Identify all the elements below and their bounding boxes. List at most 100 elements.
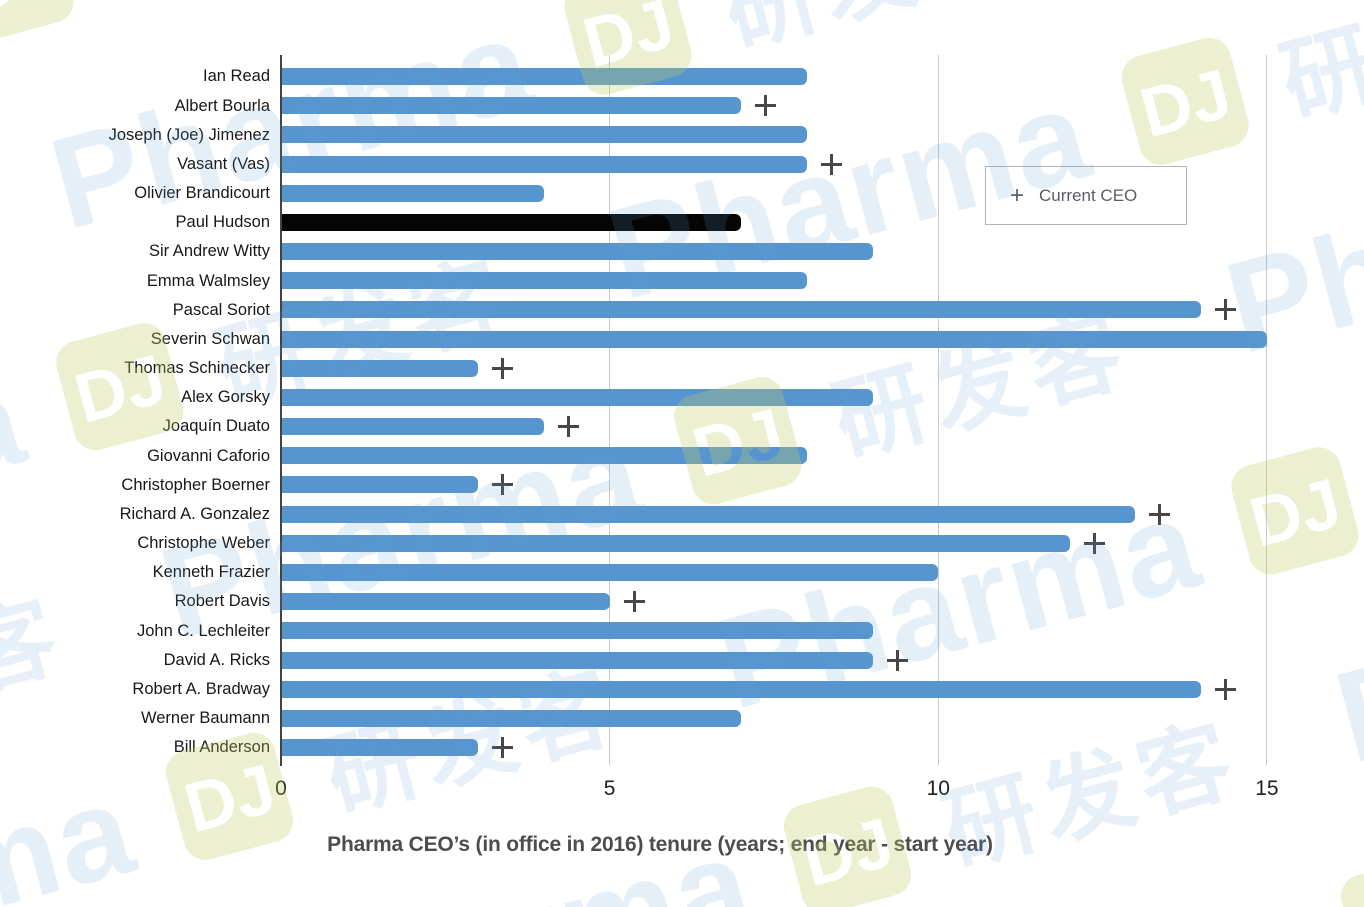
ceo-name-label: Giovanni Caforio — [147, 446, 270, 465]
ceo-name-label: Vasant (Vas) — [177, 154, 270, 173]
ceo-name-label: Alex Gorsky — [181, 388, 270, 407]
tenure-bar — [281, 243, 873, 261]
tenure-bar — [281, 330, 1267, 348]
bar-track — [281, 704, 1364, 733]
ceo-row: Pascal Soriot — [0, 295, 1364, 324]
tenure-bar — [281, 447, 807, 465]
ceo-row: Christophe Weber — [0, 529, 1364, 558]
y-axis-line — [280, 55, 282, 766]
x-tick-label-5: 5 — [603, 777, 616, 800]
bar-track — [281, 325, 1364, 354]
ceo-row: Thomas Schinecker — [0, 354, 1364, 383]
bar-track — [281, 616, 1364, 645]
bar-track — [281, 733, 1364, 762]
ceo-name-label: Kenneth Frazier — [152, 563, 270, 582]
ceo-name-label: Werner Baumann — [140, 709, 270, 728]
ceo-row: Paul Hudson — [0, 208, 1364, 237]
bar-rows: Ian Read Albert Bourla Joseph (Joe) Jimene… — [0, 62, 1364, 762]
legend-plus-icon: + — [1010, 181, 1025, 209]
current-ceo-marker — [492, 474, 514, 496]
watermark-brand-text: Pharma — [813, 877, 1324, 907]
bar-track — [281, 237, 1364, 266]
bar-track — [281, 120, 1364, 149]
tenure-bar — [281, 68, 807, 86]
tenure-bar — [281, 622, 873, 640]
tenure-bar — [281, 418, 544, 436]
x-axis-title: Pharma CEO’s (in office in 2016) tenure … — [327, 833, 993, 856]
ceo-name-label: Robert Davis — [174, 592, 270, 611]
ceo-row: Joaquín Duato — [0, 412, 1364, 441]
tenure-bar — [281, 388, 873, 406]
ceo-row: Robert A. Bradway — [0, 675, 1364, 704]
bar-track — [281, 441, 1364, 470]
tenure-bar-highlighted — [281, 213, 742, 231]
ceo-name-label: Olivier Brandicourt — [134, 184, 270, 203]
ceo-name-label: David A. Ricks — [163, 650, 270, 669]
bar-track — [281, 470, 1364, 499]
ceo-row: Christopher Boerner — [0, 470, 1364, 499]
ceo-name-label: Sir Andrew Witty — [148, 242, 270, 261]
current-ceo-marker — [820, 153, 842, 175]
bar-track — [281, 558, 1364, 587]
ceo-name-label: Christopher Boerner — [121, 475, 270, 494]
watermark-brand-text: Pharma — [0, 754, 149, 907]
current-ceo-marker — [755, 95, 777, 117]
bar-track — [281, 587, 1364, 616]
ceo-row: Alex Gorsky — [0, 383, 1364, 412]
bar-track — [281, 91, 1364, 120]
x-tick-label-15: 15 — [1255, 777, 1279, 800]
ceo-name-label: Ian Read — [203, 67, 270, 86]
bar-track — [281, 150, 1364, 179]
watermark-dj-logo-icon: DJ — [0, 0, 80, 50]
current-ceo-marker — [623, 591, 645, 613]
tenure-bar — [281, 272, 807, 290]
tenure-bar — [281, 97, 742, 115]
ceo-name-label: Pascal Soriot — [172, 300, 270, 319]
watermark-dj-logo-icon: DJ — [1336, 851, 1364, 907]
ceo-row: Olivier Brandicourt — [0, 179, 1364, 208]
current-ceo-marker — [492, 357, 514, 379]
ceo-row: Sir Andrew Witty — [0, 237, 1364, 266]
ceo-row: David A. Ricks — [0, 645, 1364, 674]
x-tick-label-0: 0 — [275, 777, 287, 800]
bar-track — [281, 645, 1364, 674]
bar-track — [281, 412, 1364, 441]
ceo-name-label: Joaquín Duato — [162, 417, 270, 436]
current-ceo-marker — [886, 649, 908, 671]
bar-track — [281, 179, 1364, 208]
tenure-bar — [281, 184, 544, 202]
ceo-name-label: Emma Walmsley — [146, 271, 270, 290]
ceo-name-label: Richard A. Gonzalez — [119, 504, 270, 523]
tenure-bar — [281, 155, 807, 173]
ceo-name-label: Bill Anderson — [173, 738, 270, 757]
ceo-row: Richard A. Gonzalez — [0, 500, 1364, 529]
ceo-row: Joseph (Joe) Jimenez — [0, 120, 1364, 149]
ceo-name-label: John C. Lechleiter — [137, 621, 270, 640]
ceo-row: Emma Walmsley — [0, 266, 1364, 295]
tenure-bar — [281, 680, 1202, 698]
tenure-bar — [281, 476, 479, 494]
ceo-row: Vasant (Vas) — [0, 150, 1364, 179]
bar-track — [281, 354, 1364, 383]
ceo-row: Bill Anderson — [0, 733, 1364, 762]
tenure-bar — [281, 301, 1202, 319]
current-ceo-marker — [1149, 503, 1171, 525]
bar-track — [281, 675, 1364, 704]
ceo-name-label: Paul Hudson — [175, 213, 270, 232]
tenure-bar — [281, 505, 1136, 523]
ceo-row: John C. Lechleiter — [0, 616, 1364, 645]
ceo-name-label: Christophe Weber — [137, 534, 270, 553]
plot-area — [281, 55, 1364, 765]
ceo-name-label: Severin Schwan — [150, 329, 270, 348]
legend-label: Current CEO — [1039, 185, 1138, 205]
ceo-row: Giovanni Caforio — [0, 441, 1364, 470]
gridline-15 — [1266, 55, 1268, 765]
bar-track — [281, 208, 1364, 237]
ceo-row: Werner Baumann — [0, 704, 1364, 733]
gridline-5 — [609, 55, 611, 765]
watermark-cjk-text: 研发客 — [90, 0, 414, 18]
tenure-bar — [281, 359, 479, 377]
bar-track — [281, 383, 1364, 412]
legend: + Current CEO — [985, 166, 1187, 225]
ceo-row: Ian Read — [0, 62, 1364, 91]
